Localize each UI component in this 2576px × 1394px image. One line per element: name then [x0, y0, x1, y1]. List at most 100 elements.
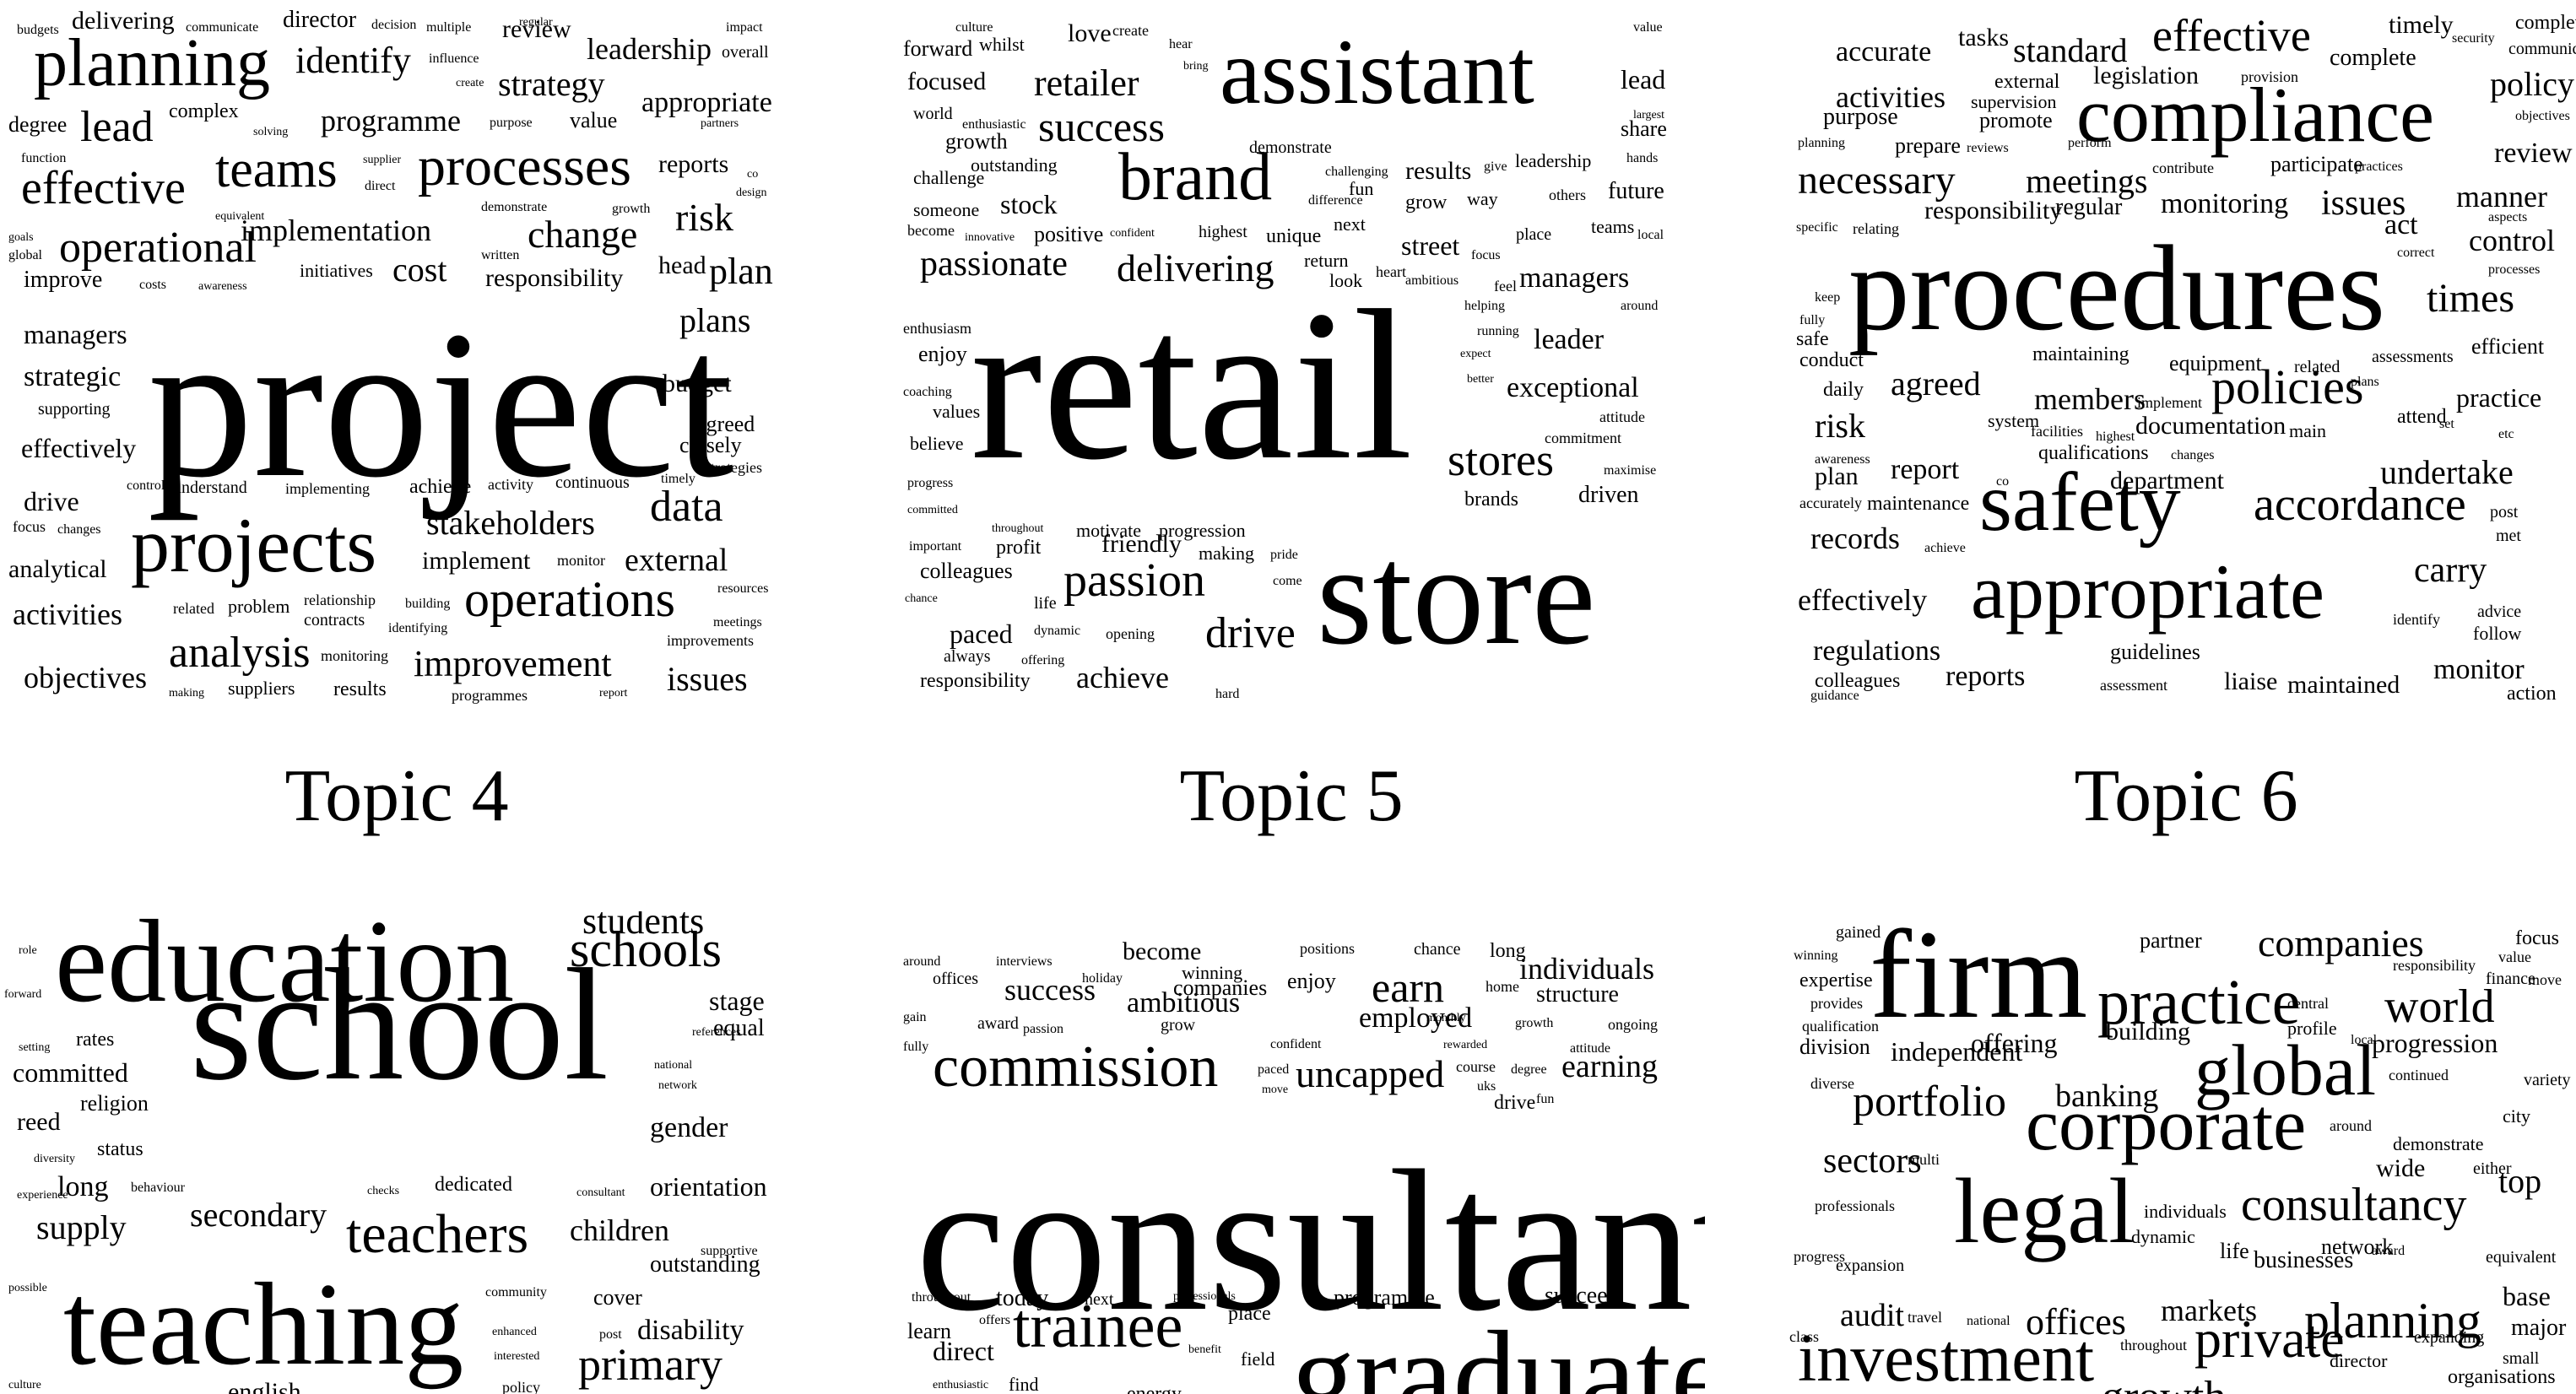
cloud-word: understand	[173, 478, 247, 497]
cloud-word: written	[481, 248, 520, 262]
cloud-word: succeed	[1545, 1283, 1620, 1309]
cloud-word: goals	[8, 231, 34, 244]
cloud-word: analytical	[8, 555, 107, 583]
cloud-word: assessments	[2372, 348, 2454, 366]
cloud-word: leadership	[587, 32, 712, 66]
cloud-word: exceptional	[1507, 372, 1639, 403]
cloud-word: results	[333, 678, 387, 700]
cloud-word: assistant	[1220, 20, 1534, 123]
cloud-word: value	[1633, 20, 1663, 35]
cloud-word: results	[1405, 157, 1472, 185]
cloud-word: processes	[418, 136, 631, 197]
cloud-word: difference	[1308, 193, 1363, 208]
cloud-word: global	[2194, 1029, 2376, 1110]
cloud-word: stakeholders	[426, 504, 595, 542]
cloud-word: throughout	[912, 1290, 971, 1305]
cloud-word: implement	[422, 547, 531, 575]
cloud-word: supply	[36, 1208, 127, 1246]
cloud-word: dynamic	[2131, 1226, 2195, 1247]
cloud-word: retailer	[1034, 62, 1139, 104]
cloud-word: purpose	[1823, 104, 1898, 130]
cloud-word: liaise	[2224, 667, 2278, 695]
cloud-word: english	[228, 1378, 301, 1394]
cloud-word: agreed	[696, 412, 755, 436]
cloud-word: values	[933, 401, 981, 422]
cloud-word: implement	[2137, 394, 2202, 411]
cloud-word: growth	[2102, 1375, 2226, 1394]
cloud-word: companies	[2258, 921, 2424, 964]
cloud-word: issues	[2321, 184, 2406, 223]
cloud-word: monthly	[1426, 1012, 1466, 1024]
cloud-word: employed	[1359, 1002, 1473, 1034]
cloud-word: benefit	[1188, 1343, 1221, 1356]
cloud-word: follow	[2473, 623, 2522, 644]
cloud-word: budgets	[17, 23, 59, 37]
cloud-word: learn	[907, 1319, 951, 1343]
cloud-word: report	[599, 687, 628, 700]
cloud-word: life	[2220, 1239, 2249, 1263]
cloud-word: chance	[905, 592, 938, 605]
cloud-word: companies	[1173, 975, 1268, 1000]
cloud-word: disability	[637, 1315, 744, 1346]
cloud-word: direct	[933, 1336, 994, 1366]
cloud-word: independent	[1891, 1036, 2023, 1067]
cloud-word: reports	[1946, 661, 2026, 692]
cloud-word: education	[55, 911, 515, 1027]
cloud-word: enjoy	[1287, 969, 1336, 993]
cloud-word: safe	[1796, 328, 1829, 350]
cloud-word: overall	[722, 43, 769, 62]
cloud-word: necessary	[1798, 158, 1956, 203]
cloud-word: teaching	[63, 1259, 464, 1390]
cloud-word: organisations	[2448, 1366, 2556, 1388]
cloud-word: awareness	[198, 280, 247, 293]
cloud-word: problem	[228, 596, 290, 617]
cloud-word: legislation	[2093, 62, 2199, 89]
cloud-word: meetings	[713, 615, 762, 629]
cloud-word: local	[2351, 1033, 2378, 1047]
cloud-word: offers	[979, 1313, 1011, 1327]
cloud-word: positive	[1034, 222, 1104, 246]
cloud-word: etc	[2498, 427, 2514, 441]
cloud-word: external	[1994, 71, 2060, 93]
cloud-word: long	[57, 1171, 109, 1202]
cloud-word: complete	[2330, 45, 2416, 71]
cloud-word: awareness	[1815, 452, 1870, 467]
cloud-word: plans	[2351, 375, 2379, 389]
cloud-word: risk	[1815, 407, 1865, 445]
cloud-word: completed	[2515, 12, 2576, 34]
cloud-word: success	[1038, 103, 1165, 150]
cloud-word: stock	[1000, 189, 1058, 219]
cloud-word: co	[747, 168, 759, 181]
cloud-word: timely	[2389, 11, 2454, 39]
cloud-word: qualifications	[2038, 442, 2149, 464]
cloud-word: rates	[76, 1029, 115, 1051]
cloud-word: wide	[2376, 1154, 2426, 1182]
cloud-word: identifying	[388, 621, 448, 635]
cloud-word: drive	[24, 486, 79, 516]
cloud-word: planning	[34, 26, 270, 100]
cloud-word: relating	[1853, 220, 1899, 237]
cloud-word: fun	[1536, 1092, 1555, 1106]
cloud-word: audit	[1840, 1298, 1904, 1333]
cloud-word: better	[1467, 373, 1494, 386]
cloud-word: next	[1085, 1290, 1114, 1309]
cloud-word: portfolio	[1853, 1078, 2006, 1126]
cloud-word: primary	[578, 1339, 722, 1390]
cloud-word: national	[654, 1059, 693, 1072]
cloud-word: become	[1123, 937, 1202, 965]
cloud-word: offices	[933, 970, 979, 988]
cloud-word: assessment	[2100, 677, 2167, 694]
cloud-word: chance	[1414, 940, 1461, 959]
cloud-word: decision	[371, 18, 417, 32]
cloud-word: design	[736, 186, 767, 199]
cloud-word: brands	[1464, 489, 1518, 511]
cloud-word: friendly	[1101, 530, 1182, 558]
cloud-word: finance	[2486, 970, 2535, 988]
word-cloud-bottom-left: school teaching education teachers students s…	[0, 911, 802, 1394]
cloud-word: main	[2289, 420, 2326, 441]
cloud-word: projects	[131, 502, 377, 588]
cloud-word: global	[8, 248, 42, 262]
cloud-word: solving	[253, 126, 289, 138]
cloud-word: enthusiastic	[933, 1379, 989, 1391]
